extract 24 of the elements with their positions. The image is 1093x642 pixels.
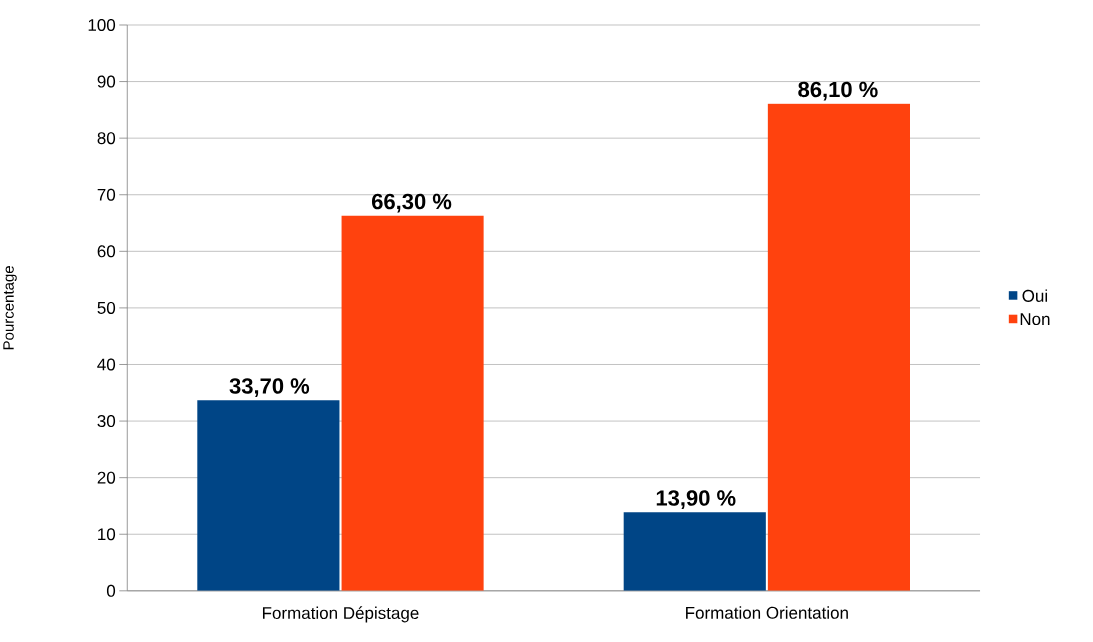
bar [623,512,766,591]
y-tick-label: 10 [98,528,116,541]
data-label: 13,90 % [656,490,736,510]
y-tick-label: 20 [97,471,116,484]
legend-label: Oui [1022,289,1048,302]
y-tick-label: 80 [97,132,116,145]
bar [341,215,484,591]
data-label: 66,30 % [371,193,452,213]
y-tick-label: 50 [97,301,116,315]
y-tick-label: 70 [97,188,116,201]
bar [197,400,340,591]
legend-label: Non [1020,313,1050,326]
y-tick-label: 30 [97,415,116,428]
y-tick-label: 100 [88,19,116,32]
x-tick-label: Formation Orientation [686,606,848,619]
x-tick-label: Formation Dépistage [262,606,419,623]
y-tick-label: 0 [106,584,116,597]
y-tick-label: 90 [97,75,116,88]
data-label: 86,10 % [798,81,878,101]
y-tick-label: 40 [97,358,116,371]
bar [767,103,911,591]
y-tick-label: 60 [97,245,116,258]
data-label: 33,70 % [229,378,310,398]
y-axis-title: Pourcentage [3,266,17,350]
